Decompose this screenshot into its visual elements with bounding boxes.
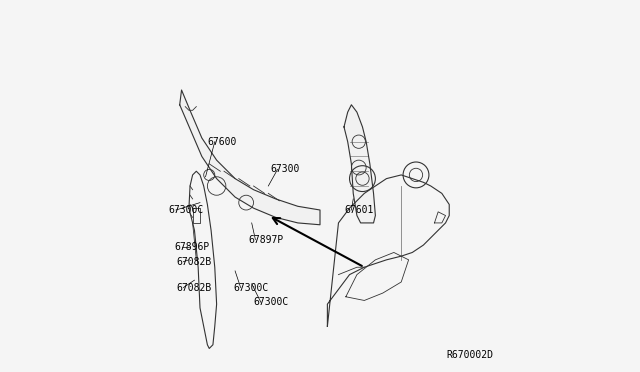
Polygon shape [180,90,320,225]
Text: 67300C: 67300C [253,297,289,307]
Text: 67300C: 67300C [168,205,204,215]
Text: 67300C: 67300C [233,283,269,292]
Polygon shape [344,105,376,223]
Text: 67897P: 67897P [248,234,284,244]
Text: R670002D: R670002D [447,350,493,359]
Text: 67600: 67600 [207,137,237,147]
Text: 67896P: 67896P [174,242,209,252]
Text: 67601: 67601 [344,205,373,215]
Text: 67300: 67300 [270,164,300,174]
Text: 67082B: 67082B [176,257,211,267]
Text: 67082B: 67082B [176,283,211,292]
